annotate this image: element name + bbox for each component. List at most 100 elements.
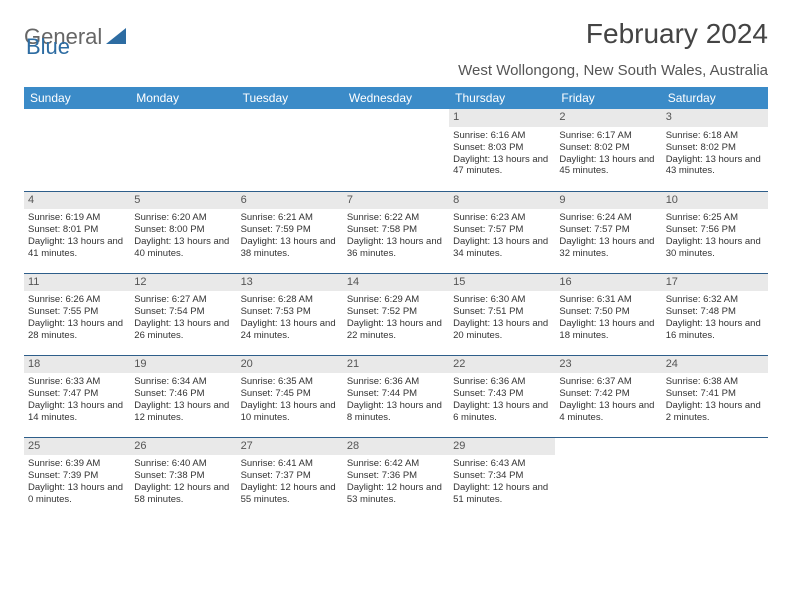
daylight-text: Daylight: 12 hours and 58 minutes.	[134, 482, 232, 506]
daylight-text: Daylight: 13 hours and 41 minutes.	[28, 236, 126, 260]
daylight-text: Daylight: 13 hours and 10 minutes.	[241, 400, 339, 424]
sunrise-text: Sunrise: 6:20 AM	[134, 212, 232, 224]
sunrise-text: Sunrise: 6:31 AM	[559, 294, 657, 306]
calendar-day-cell: 6Sunrise: 6:21 AMSunset: 7:59 PMDaylight…	[237, 191, 343, 273]
calendar-day-cell	[130, 109, 236, 191]
calendar-day-cell: 5Sunrise: 6:20 AMSunset: 8:00 PMDaylight…	[130, 191, 236, 273]
daylight-text: Daylight: 13 hours and 38 minutes.	[241, 236, 339, 260]
calendar-day-cell: 7Sunrise: 6:22 AMSunset: 7:58 PMDaylight…	[343, 191, 449, 273]
sunrise-text: Sunrise: 6:19 AM	[28, 212, 126, 224]
calendar-day-cell: 18Sunrise: 6:33 AMSunset: 7:47 PMDayligh…	[24, 355, 130, 437]
daylight-text: Daylight: 13 hours and 6 minutes.	[453, 400, 551, 424]
day-number: 13	[237, 274, 343, 292]
sunset-text: Sunset: 7:50 PM	[559, 306, 657, 318]
sunrise-text: Sunrise: 6:41 AM	[241, 458, 339, 470]
day-number: 29	[449, 438, 555, 456]
day-number	[237, 109, 343, 113]
day-number: 19	[130, 356, 236, 374]
calendar-day-cell: 16Sunrise: 6:31 AMSunset: 7:50 PMDayligh…	[555, 273, 661, 355]
calendar-week-row: 11Sunrise: 6:26 AMSunset: 7:55 PMDayligh…	[24, 273, 768, 355]
sunset-text: Sunset: 7:41 PM	[666, 388, 764, 400]
calendar-day-cell: 28Sunrise: 6:42 AMSunset: 7:36 PMDayligh…	[343, 437, 449, 519]
calendar-week-row: 18Sunrise: 6:33 AMSunset: 7:47 PMDayligh…	[24, 355, 768, 437]
calendar-header-row: Sunday Monday Tuesday Wednesday Thursday…	[24, 87, 768, 109]
day-header: Tuesday	[237, 87, 343, 109]
daylight-text: Daylight: 13 hours and 43 minutes.	[666, 154, 764, 178]
sunrise-text: Sunrise: 6:35 AM	[241, 376, 339, 388]
calendar-week-row: 25Sunrise: 6:39 AMSunset: 7:39 PMDayligh…	[24, 437, 768, 519]
sunset-text: Sunset: 7:57 PM	[453, 224, 551, 236]
day-number	[343, 109, 449, 113]
daylight-text: Daylight: 13 hours and 20 minutes.	[453, 318, 551, 342]
sunset-text: Sunset: 7:47 PM	[28, 388, 126, 400]
sunrise-text: Sunrise: 6:32 AM	[666, 294, 764, 306]
calendar-day-cell: 26Sunrise: 6:40 AMSunset: 7:38 PMDayligh…	[130, 437, 236, 519]
daylight-text: Daylight: 13 hours and 45 minutes.	[559, 154, 657, 178]
daylight-text: Daylight: 13 hours and 2 minutes.	[666, 400, 764, 424]
brand-triangle-icon	[106, 24, 126, 50]
day-header: Monday	[130, 87, 236, 109]
sunrise-text: Sunrise: 6:21 AM	[241, 212, 339, 224]
sunset-text: Sunset: 7:39 PM	[28, 470, 126, 482]
sunset-text: Sunset: 7:51 PM	[453, 306, 551, 318]
calendar-day-cell: 11Sunrise: 6:26 AMSunset: 7:55 PMDayligh…	[24, 273, 130, 355]
daylight-text: Daylight: 12 hours and 55 minutes.	[241, 482, 339, 506]
day-number: 20	[237, 356, 343, 374]
calendar-day-cell: 13Sunrise: 6:28 AMSunset: 7:53 PMDayligh…	[237, 273, 343, 355]
sunset-text: Sunset: 7:54 PM	[134, 306, 232, 318]
day-number	[555, 438, 661, 442]
sunrise-text: Sunrise: 6:43 AM	[453, 458, 551, 470]
sunrise-text: Sunrise: 6:33 AM	[28, 376, 126, 388]
day-number: 26	[130, 438, 236, 456]
day-number: 22	[449, 356, 555, 374]
sunset-text: Sunset: 7:45 PM	[241, 388, 339, 400]
daylight-text: Daylight: 12 hours and 53 minutes.	[347, 482, 445, 506]
daylight-text: Daylight: 12 hours and 51 minutes.	[453, 482, 551, 506]
sunrise-text: Sunrise: 6:23 AM	[453, 212, 551, 224]
day-number: 28	[343, 438, 449, 456]
sunrise-text: Sunrise: 6:40 AM	[134, 458, 232, 470]
daylight-text: Daylight: 13 hours and 26 minutes.	[134, 318, 232, 342]
calendar-day-cell: 22Sunrise: 6:36 AMSunset: 7:43 PMDayligh…	[449, 355, 555, 437]
sunset-text: Sunset: 7:34 PM	[453, 470, 551, 482]
day-number: 12	[130, 274, 236, 292]
day-number: 11	[24, 274, 130, 292]
day-number: 3	[662, 109, 768, 127]
sunrise-text: Sunrise: 6:16 AM	[453, 130, 551, 142]
day-number	[662, 438, 768, 442]
calendar-day-cell: 24Sunrise: 6:38 AMSunset: 7:41 PMDayligh…	[662, 355, 768, 437]
calendar-day-cell: 2Sunrise: 6:17 AMSunset: 8:02 PMDaylight…	[555, 109, 661, 191]
day-number: 23	[555, 356, 661, 374]
sunrise-text: Sunrise: 6:22 AM	[347, 212, 445, 224]
calendar-day-cell: 25Sunrise: 6:39 AMSunset: 7:39 PMDayligh…	[24, 437, 130, 519]
day-number: 15	[449, 274, 555, 292]
calendar-day-cell: 15Sunrise: 6:30 AMSunset: 7:51 PMDayligh…	[449, 273, 555, 355]
sunset-text: Sunset: 7:57 PM	[559, 224, 657, 236]
sunset-text: Sunset: 7:53 PM	[241, 306, 339, 318]
daylight-text: Daylight: 13 hours and 14 minutes.	[28, 400, 126, 424]
day-number: 14	[343, 274, 449, 292]
day-number: 25	[24, 438, 130, 456]
sunset-text: Sunset: 8:01 PM	[28, 224, 126, 236]
sunset-text: Sunset: 8:02 PM	[559, 142, 657, 154]
day-header: Wednesday	[343, 87, 449, 109]
calendar-day-cell: 21Sunrise: 6:36 AMSunset: 7:44 PMDayligh…	[343, 355, 449, 437]
sunrise-text: Sunrise: 6:18 AM	[666, 130, 764, 142]
sunset-text: Sunset: 7:37 PM	[241, 470, 339, 482]
location-text: West Wollongong, New South Wales, Austra…	[24, 62, 768, 79]
day-number: 16	[555, 274, 661, 292]
calendar-day-cell: 27 Sunrise: 6:41 AMSunset: 7:37 PMDayligh…	[237, 437, 343, 519]
sunset-text: Sunset: 8:03 PM	[453, 142, 551, 154]
calendar-table: Sunday Monday Tuesday Wednesday Thursday…	[24, 87, 768, 519]
calendar-day-cell	[24, 109, 130, 191]
sunrise-text: Sunrise: 6:24 AM	[559, 212, 657, 224]
sunrise-text: Sunrise: 6:36 AM	[347, 376, 445, 388]
calendar-day-cell	[555, 437, 661, 519]
sunset-text: Sunset: 8:00 PM	[134, 224, 232, 236]
calendar-day-cell: 9Sunrise: 6:24 AMSunset: 7:57 PMDaylight…	[555, 191, 661, 273]
sunset-text: Sunset: 7:43 PM	[453, 388, 551, 400]
day-number: 27	[237, 438, 343, 456]
calendar-day-cell: 8Sunrise: 6:23 AMSunset: 7:57 PMDaylight…	[449, 191, 555, 273]
calendar-day-cell	[343, 109, 449, 191]
day-number: 10	[662, 192, 768, 210]
